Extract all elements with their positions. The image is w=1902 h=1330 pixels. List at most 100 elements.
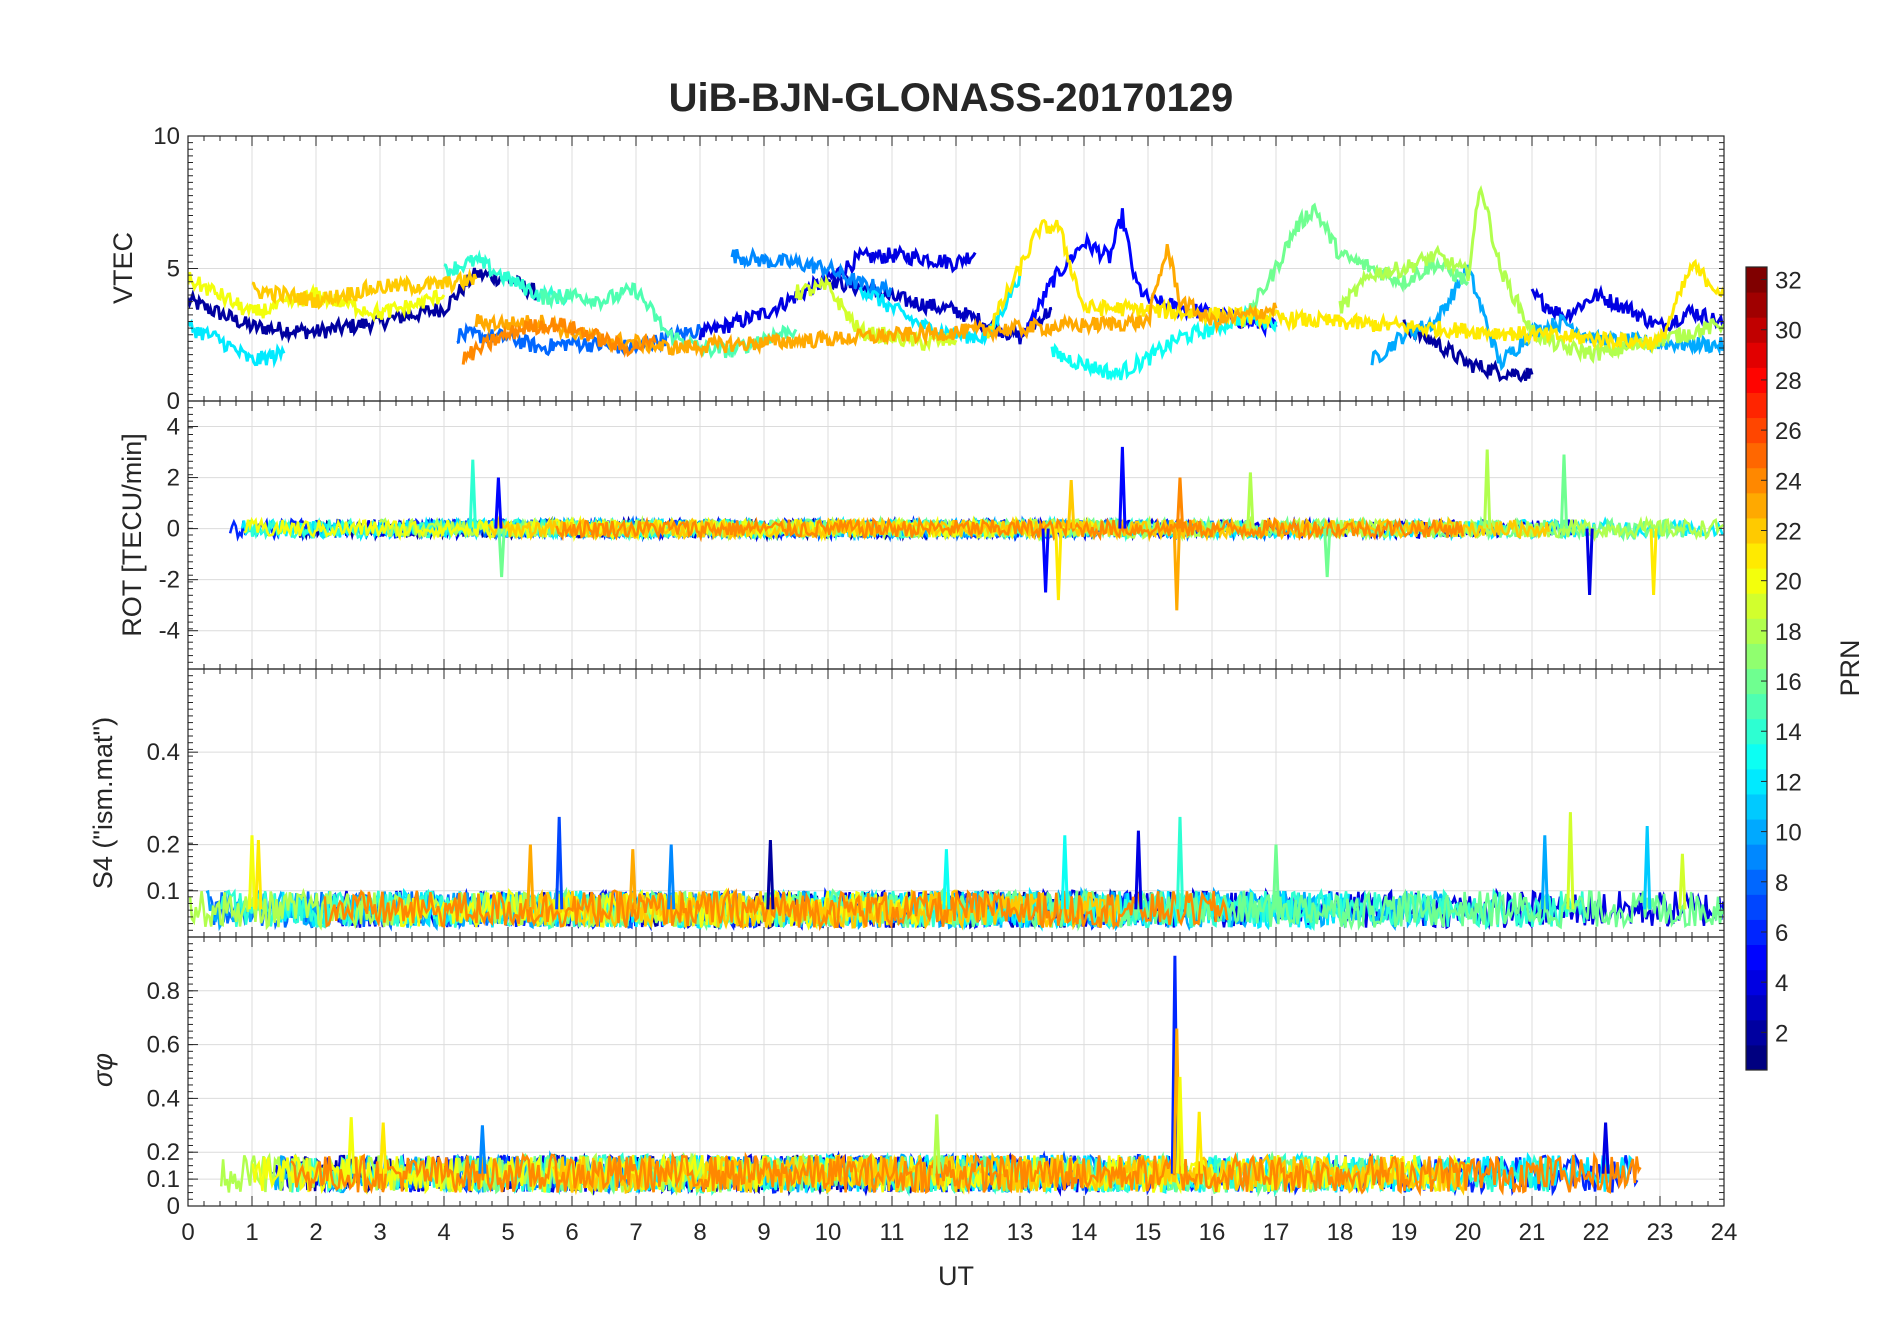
y-tick-label: 0.1: [147, 1166, 180, 1193]
x-tick-label: 13: [1007, 1219, 1034, 1246]
colorbar-tick-label: 16: [1775, 669, 1802, 696]
colorbar-tick-label: 4: [1775, 970, 1788, 997]
x-tick-label: 9: [757, 1219, 770, 1246]
spike-prn-10: [1540, 835, 1549, 910]
x-tick-label: 6: [565, 1219, 578, 1246]
colorbar-frame: [1745, 266, 1768, 1071]
x-tick-label: 7: [629, 1219, 642, 1246]
ylabel-sigma-phi: σφ: [88, 1053, 118, 1087]
spike-prn-5: [1041, 528, 1050, 593]
x-ticks: 0 1 2 3 4 5 6 7 8 9 10 11 12 13 14 15 16 17 18 19 20 21 22 23 24: [181, 1219, 1737, 1246]
x-tick-label: 19: [1391, 1219, 1418, 1246]
colorbar-step-6: [1746, 919, 1767, 946]
y-ticks-rot: -4 -2 0 2 4: [159, 407, 1724, 670]
y-tick-label: -2: [159, 567, 180, 594]
colorbar-tick-label: 28: [1775, 368, 1802, 395]
spike-prn-2: [766, 839, 775, 910]
x-tick-label: 18: [1327, 1219, 1354, 1246]
colorbar-tick-label: 8: [1775, 870, 1788, 897]
x-tick-label: 0: [181, 1219, 194, 1246]
x-tick-label: 10: [815, 1219, 842, 1246]
colorbar-step-9: [1746, 844, 1767, 870]
series-line-prn-5: [1018, 208, 1278, 339]
x-tick-label: 14: [1071, 1219, 1098, 1246]
spike-prn-18: [1246, 472, 1255, 529]
spike-prn-19: [1678, 853, 1687, 910]
x-tick-label: 2: [309, 1219, 322, 1246]
panel-s4: 0.1 0.2 0.4 S4 ("ism.mat"): [88, 668, 1725, 938]
series-line-prn-13: [1050, 304, 1278, 382]
x-tick-label: 5: [501, 1219, 514, 1246]
spike-prn-4: [1585, 528, 1594, 596]
trace-prn-20: [251, 1152, 1471, 1196]
panel-sigma-phi: 00.10.2 0.4 0.6 0.8 σφ: [88, 936, 1725, 1220]
spike-prn-21: [379, 1122, 388, 1174]
series-s4: [188, 812, 1724, 932]
spike-prn-18: [1483, 449, 1492, 529]
spike-prn-18: [932, 1114, 941, 1174]
spike-prn-9: [478, 1125, 487, 1174]
spike-prn-21: [1054, 528, 1063, 601]
spike-prn-14: [1175, 816, 1185, 910]
panel-vtec: 0 5 10 VTEC: [108, 123, 1725, 415]
colorbar-tick-label: 30: [1775, 318, 1802, 345]
colorbar-tick-label: 10: [1775, 820, 1802, 847]
series-line-prn-2: [188, 267, 541, 344]
panel-rot: -4 -2 0 2 4 ROT [TECU/min]: [117, 400, 1725, 670]
y-tick-label: 0: [167, 388, 180, 415]
y-tick-label: 0.1: [147, 878, 180, 905]
colorbar-step-21: [1746, 543, 1767, 569]
spike-prn-5: [494, 477, 503, 529]
colorbar-step-10: [1746, 819, 1767, 845]
colorbar-step-8: [1746, 869, 1767, 895]
spike-prn-5: [1118, 446, 1127, 529]
x-tick-label: 21: [1519, 1219, 1546, 1246]
spike-prn-19: [1566, 812, 1575, 910]
spike-prn-13: [942, 849, 951, 910]
series-line-prn-22: [251, 268, 478, 310]
series-line-prn-21: [986, 218, 1724, 354]
colorbar-step-20: [1746, 568, 1767, 594]
y-tick-label: 4: [167, 414, 180, 441]
y-tick-label: -4: [159, 618, 180, 645]
x-tick-label: 20: [1455, 1219, 1482, 1246]
trace-prn-22: [525, 888, 1121, 931]
spike-prn-21: [1195, 1111, 1204, 1174]
spike-prn-22: [1067, 480, 1076, 529]
spike-prn-16: [1323, 528, 1332, 578]
x-tick-label: 17: [1263, 1219, 1290, 1246]
spike-prn-23: [1172, 528, 1181, 611]
x-tick-label: 1: [245, 1219, 258, 1246]
colorbar-step-26: [1746, 417, 1767, 444]
y-tick-label: 0.4: [147, 739, 180, 766]
spike-prn-16: [1559, 454, 1569, 529]
colorbar-step-11: [1746, 793, 1767, 820]
colorbar-step-27: [1746, 392, 1767, 419]
x-tick-label: 12: [943, 1219, 970, 1246]
y-tick-label: 5: [167, 256, 180, 283]
y-tick-label: 0.8: [147, 978, 180, 1005]
y-tick-label: 0.4: [147, 1085, 180, 1112]
trace-prn-24: [323, 887, 1229, 932]
spike-prn-4: [1601, 1122, 1610, 1174]
series-line-prn-24: [461, 317, 657, 365]
x-tick-label: 4: [437, 1219, 450, 1246]
series-vtec: [188, 184, 1724, 383]
colorbar-step-5: [1746, 944, 1767, 971]
colorbar-tick-label: 20: [1775, 569, 1802, 596]
series-line-prn-16: [1242, 202, 1470, 328]
colorbar-tick-label: 22: [1775, 518, 1802, 545]
trace-prn-24: [555, 516, 1465, 543]
series-line-prn-14: [443, 249, 573, 307]
colorbar-step-25: [1746, 442, 1767, 469]
colorbar-step-32: [1746, 267, 1767, 293]
spike-prn-21: [1649, 528, 1658, 596]
colorbar-step-13: [1746, 743, 1767, 770]
series-line-prn-10: [1370, 264, 1724, 372]
colorbar-step-29: [1746, 342, 1767, 368]
chart-title: UiB-BJN-GLONASS-20170129: [669, 76, 1234, 120]
x-tick-label: 24: [1711, 1219, 1738, 1246]
colorbar-step-4: [1746, 969, 1767, 996]
